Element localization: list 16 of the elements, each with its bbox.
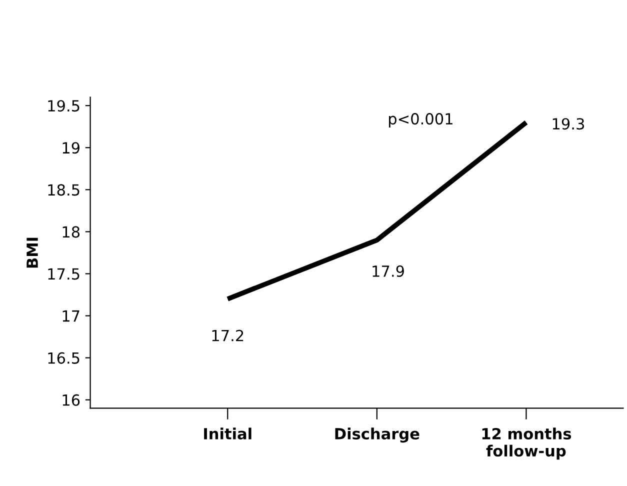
y-tick-label: 17 [62,310,80,322]
y-tick-label: 19 [62,142,80,154]
y-tick-label: 17.5 [48,268,80,280]
y-tick-label: 18.5 [48,184,80,196]
x-tick-label: Initial [204,428,252,440]
x-tick-label: 12 months follow-up [482,428,572,460]
y-tick-label: 19.5 [48,100,80,112]
x-tick-label: Discharge [335,428,420,443]
annotation: p<0.001 [388,113,452,128]
data-label: 17.2 [212,330,244,342]
y-axis-title: BMI [26,238,38,268]
y-tick-label: 16.5 [48,352,80,364]
y-tick-label: 18 [62,226,80,238]
data-label: 17.9 [372,265,404,277]
y-tick-label: 16 [62,394,80,406]
data-label: 19.3 [552,118,584,130]
